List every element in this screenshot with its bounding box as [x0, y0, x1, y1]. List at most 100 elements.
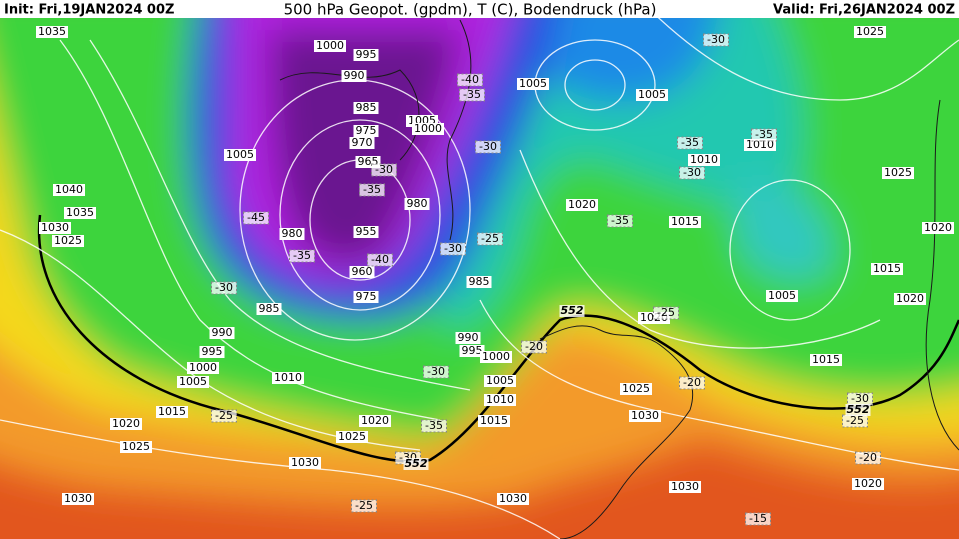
temperature-label-box: [653, 306, 679, 320]
temperature-label: -45: [247, 211, 265, 224]
pressure-label-box: [484, 394, 516, 406]
pressure-label: 970: [352, 136, 373, 149]
pressure-label-box: [177, 376, 209, 388]
temperature-label-box: [855, 451, 881, 465]
pressure-label: 1000: [482, 350, 510, 363]
pressure-label-box: [810, 354, 842, 366]
temperature-label: -20: [683, 376, 701, 389]
map-labels: 1035100099599010051005985100510009759701…: [36, 25, 954, 526]
temperature-label: -30: [375, 163, 393, 176]
pressure-label: 1025: [122, 440, 150, 453]
pressure-label: 1000: [189, 361, 217, 374]
temperature-label-box: [477, 232, 503, 246]
temperature-label: -30: [707, 33, 725, 46]
pressure-label: 995: [356, 48, 377, 61]
pressure-label-box: [629, 410, 661, 422]
pressure-label-box: [871, 263, 903, 275]
pressure-label-box: [669, 481, 701, 493]
temperature-label: -30: [683, 166, 701, 179]
pressure-label-box: [199, 346, 225, 358]
pressure-label-box: [349, 266, 375, 278]
temperature-label: -30: [851, 392, 869, 405]
pressure-label: 1015: [158, 405, 186, 418]
pressure-label-box: [36, 26, 68, 38]
pressure-label: 990: [458, 331, 479, 344]
temperature-label: -30: [444, 242, 462, 255]
pressure-label: 1025: [856, 25, 884, 38]
pressure-label: 1020: [361, 414, 389, 427]
pressure-label-box: [744, 139, 776, 151]
pressure-label: 980: [282, 227, 303, 240]
temperature-label: -25: [657, 306, 675, 319]
temperature-label: -40: [461, 73, 479, 86]
pressure-label-box: [120, 441, 152, 453]
pressure-label: 1015: [480, 414, 508, 427]
pressure-label: 985: [469, 275, 490, 288]
map-title: 500 hPa Geopot. (gpdm), T (C), Bodendruc…: [284, 1, 657, 19]
pressure-label-box: [353, 125, 379, 137]
pressure-label-box: [353, 102, 379, 114]
pressure-label: 1005: [486, 374, 514, 387]
pressure-label-box: [64, 207, 96, 219]
temperature-label: -35: [611, 214, 629, 227]
pressure-label: 955: [356, 225, 377, 238]
pressure-label-box: [894, 293, 926, 305]
pressure-label-box: [256, 303, 282, 315]
temperature-label-box: [367, 253, 393, 267]
temperature-label: -35: [681, 136, 699, 149]
pressure-label: 1020: [924, 221, 952, 234]
pressure-label: 1015: [671, 215, 699, 228]
pressure-label: 1025: [54, 234, 82, 247]
pressure-label: 995: [462, 344, 483, 357]
pressure-label: 1035: [38, 25, 66, 38]
temperature-label-box: [751, 128, 777, 142]
pressure-label: 975: [356, 124, 377, 137]
geopotential-label: 552: [561, 304, 584, 317]
pressure-label-box: [412, 123, 444, 135]
temperature-label: -25: [846, 414, 864, 427]
temperature-label-box: [211, 409, 237, 423]
pressure-label: 1025: [622, 382, 650, 395]
temperature-label-box: [243, 211, 269, 225]
pressure-label: 1030: [64, 492, 92, 505]
temperature-label: -35: [293, 249, 311, 262]
temperature-label: -35: [463, 88, 481, 101]
temperature-label: -35: [425, 419, 443, 432]
pressure-label: 1035: [66, 206, 94, 219]
pressure-label-box: [336, 431, 368, 443]
pressure-label: 1030: [671, 480, 699, 493]
pressure-label: 985: [259, 302, 280, 315]
geopotential-label-box: [403, 458, 429, 470]
temperature-label-box: [289, 249, 315, 263]
init-time: Init: Fri,19JAN2024 00Z: [4, 3, 174, 18]
pressure-label-box: [359, 415, 391, 427]
geopotential-label: 552: [405, 457, 428, 470]
pressure-label: 990: [212, 326, 233, 339]
temperature-label: -15: [749, 512, 767, 525]
pressure-label-box: [466, 276, 492, 288]
pressure-label-box: [620, 383, 652, 395]
pressure-label-box: [922, 222, 954, 234]
pressure-label-box: [53, 184, 85, 196]
pressure-label-box: [688, 154, 720, 166]
pressure-label: 1020: [854, 477, 882, 490]
pressure-label: 1020: [896, 292, 924, 305]
temperature-label: -30: [479, 140, 497, 153]
pressure-label-box: [272, 372, 304, 384]
pressure-label-box: [353, 226, 379, 238]
temperature-label: -30: [215, 281, 233, 294]
temperature-label-box: [421, 419, 447, 433]
geopotential-label: 552: [847, 403, 870, 416]
pressure-label: 1005: [638, 88, 666, 101]
pressure-label: 1005: [226, 148, 254, 161]
pressure-label-box: [341, 70, 367, 82]
valid-time: Valid: Fri,26JAN2024 00Z: [773, 3, 955, 18]
geopotential-label-box: [559, 305, 585, 317]
temperature-label-box: [607, 214, 633, 228]
pressure-label-box: [882, 167, 914, 179]
pressure-label-box: [854, 26, 886, 38]
pressure-label: 1025: [884, 166, 912, 179]
pressure-label-box: [455, 332, 481, 344]
pressure-label-box: [497, 493, 529, 505]
pressure-label-box: [480, 351, 512, 363]
